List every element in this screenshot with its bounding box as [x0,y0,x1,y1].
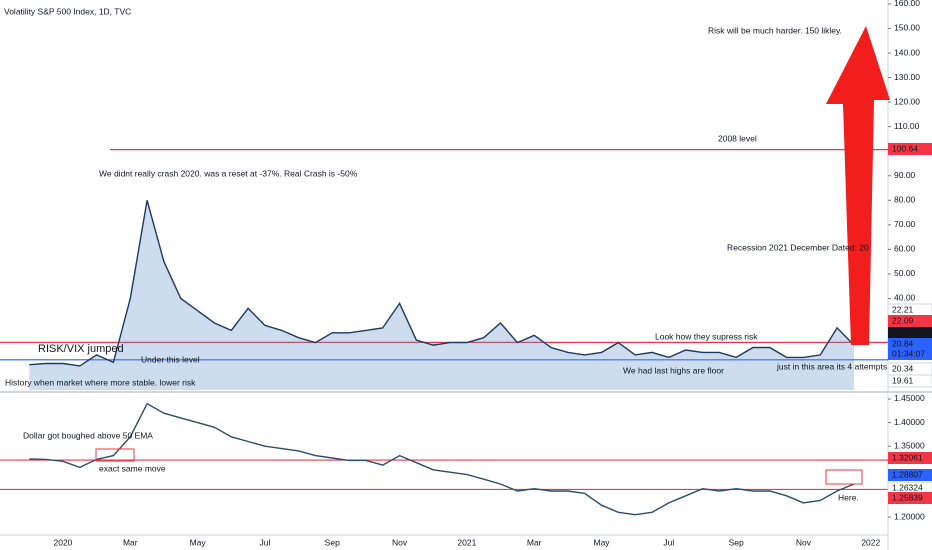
annotation: Here. [838,492,859,502]
x-tick-label: 2021 [457,537,476,547]
x-tick-label: Sep [729,537,744,547]
annotation: Dollar got boughed above 50 EMA [23,430,153,440]
price-label: 1.25839 [892,492,923,502]
y-tick-label: 160.00 [894,0,920,8]
price-label: 1.28807 [892,469,923,479]
annotation: History when market where more stable. l… [5,377,196,387]
y-tick-label: 140.00 [894,47,920,57]
y-tick-label: 1.40000 [894,417,925,427]
price-label: 100.64 [892,143,918,153]
x-tick-label: Jul [663,537,674,547]
y-tick-label: 80.00 [894,195,916,205]
price-label-bg [888,469,932,481]
countdown: 01:34:07 [892,348,925,358]
price-label-bg [888,452,932,464]
annotation: Under this level [141,354,200,364]
highlight-box [825,469,863,485]
price-label-bg [888,143,932,155]
y-tick-label: 120.00 [894,96,920,106]
y-tick-label: 70.00 [894,219,916,229]
price-label-bg [888,338,932,350]
price-label: 20.34 [892,363,914,373]
price-line [29,402,855,516]
annotation: 2008 level [718,133,757,143]
y-tick-label: 90.00 [894,170,916,180]
x-tick-label: May [593,537,610,547]
annotation: RISK/VIX jumped [38,343,124,355]
price-label-bg [888,327,932,339]
highlight-box [95,448,135,462]
x-tick-label: Jul [259,537,270,547]
y-tick-label: 1.20000 [894,511,925,521]
price-label: 19.61 [892,375,914,385]
price-label-bg [888,315,932,327]
y-tick-label: 60.00 [894,244,916,254]
x-tick-label: 2020 [53,537,72,547]
y-tick-label: 1.35000 [894,440,925,450]
price-label: 20.84 [892,338,914,348]
annotation: exact same move [99,463,166,473]
price-label: 22.09 [892,315,914,325]
x-tick-label: Mar [527,537,542,547]
annotation: We didnt really crash 2020. was a reset … [99,168,358,178]
annotation: Look how they supress risk [655,331,758,341]
x-tick-label: 2022 [861,537,880,547]
annotation: We had last highs are floor [623,365,724,375]
price-label: 22.21 [892,304,914,314]
annotation: Recession 2021 December Dated: 20 [727,242,869,252]
y-tick-label: 1.45000 [894,393,925,403]
price-label: 1.26324 [892,482,923,492]
x-tick-label: Nov [392,537,408,547]
x-tick-label: Sep [325,537,340,547]
y-tick-label: 150.00 [894,23,920,33]
price-line [29,200,855,367]
price-label: 1.32061 [892,452,923,462]
y-tick-label: 130.00 [894,72,920,82]
y-tick-label: 50.00 [894,268,916,278]
x-tick-label: Mar [123,537,138,547]
area [29,200,855,390]
y-tick-label: 40.00 [894,293,916,303]
x-tick-label: Nov [796,537,812,547]
price-label-bg [888,492,932,504]
x-tick-label: May [190,537,207,547]
countdown-bg [888,348,932,360]
price-label: 21.28 [892,327,914,337]
price-label-bg [887,374,932,388]
red-arrow [826,26,890,345]
chart-title: Volatility S&P 500 Index, 1D, TVC [4,6,131,16]
annotation: Risk will be much harder. 150 likley. [708,25,842,35]
annotation: just in this area its 4 attempts [776,361,887,371]
y-tick-label: 110.00 [894,121,920,131]
